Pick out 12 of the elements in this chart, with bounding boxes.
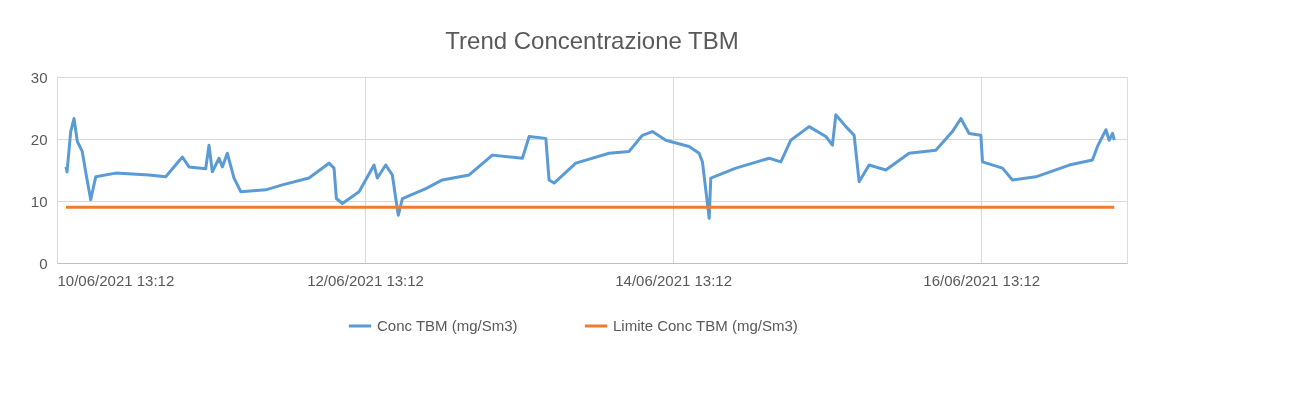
y-tick-label: 0 (39, 254, 48, 272)
x-tick-label: 16/06/2021 13:12 (923, 271, 1041, 289)
y-tick-label: 30 (30, 68, 48, 86)
x-tick-label: 14/06/2021 13:12 (615, 271, 733, 289)
y-tick-label: 20 (30, 130, 48, 148)
chart-title: Trend Concentrazione TBM (445, 27, 739, 54)
line-series (64, 113, 1116, 220)
legend-label: Conc TBM (mg/Sm3) (377, 317, 518, 334)
x-tick-label: 12/06/2021 13:12 (307, 271, 424, 289)
y-tick-label: 10 (30, 192, 48, 210)
legend-label: Limite Conc TBM (mg/Sm3) (613, 317, 798, 334)
x-tick-label: 10/06/2021 13:12 (57, 271, 175, 289)
